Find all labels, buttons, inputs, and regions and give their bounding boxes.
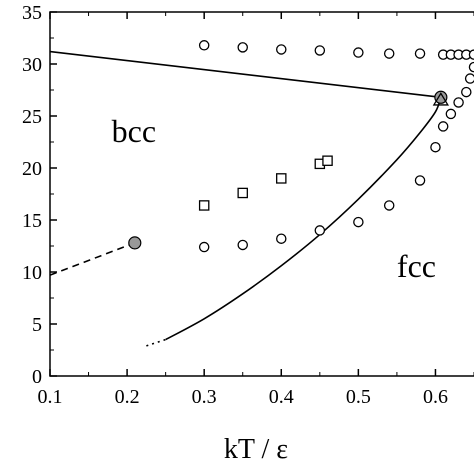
y-tick-label: 5: [32, 314, 42, 336]
y-tick-label: 0: [32, 366, 42, 388]
open-circle-point: [383, 200, 395, 211]
open-circle-point: [314, 225, 326, 236]
open-circle-point: [414, 175, 426, 186]
x-tick-label: 0.4: [269, 386, 294, 408]
open-square-point: [198, 200, 210, 211]
region-label-bcc: bcc: [112, 113, 156, 149]
open-circle-point: [414, 48, 426, 59]
dotted-boundary-line: [146, 338, 166, 347]
x-tick-label: 0.6: [423, 386, 448, 408]
x-tick-label: 0.5: [346, 386, 371, 408]
open-square-point: [322, 155, 333, 166]
x-tick-label: 0.2: [115, 386, 140, 408]
plot-content: [50, 40, 474, 347]
solid-boundary-line: [50, 50, 441, 99]
open-square-point: [237, 187, 248, 199]
open-circle-point: [464, 73, 474, 84]
plot-frame: [49, 11, 474, 377]
open-circle-point: [276, 44, 287, 55]
open-circle-point: [314, 45, 326, 56]
open-circle-point: [453, 97, 464, 108]
open-circle-point: [468, 61, 474, 73]
y-tick-label: 25: [22, 106, 42, 128]
plot-area: [49, 11, 474, 377]
y-tick-label: 35: [22, 2, 42, 24]
open-circle-point: [353, 216, 364, 228]
open-circle-point: [383, 48, 395, 59]
open-circle-point: [237, 239, 248, 251]
y-tick-label: 15: [22, 210, 42, 232]
x-tick-label: 0.3: [192, 386, 217, 408]
open-circle-point: [461, 86, 472, 98]
open-circle-point: [468, 49, 474, 60]
region-labels: bcc fcc: [112, 113, 436, 284]
open-circle-point: [445, 108, 457, 120]
region-label-fcc: fcc: [397, 248, 436, 284]
open-square-point: [276, 173, 287, 184]
open-circle-point: [237, 42, 248, 53]
dashed-boundary-line: [50, 242, 136, 276]
x-axis-title: kT / ε: [224, 434, 288, 465]
open-triangle-point: [432, 92, 450, 106]
y-tick-label: 20: [22, 158, 42, 180]
y-tick-label: 30: [22, 54, 42, 76]
open-circle-point: [430, 141, 441, 153]
axis-ticks: [49, 11, 474, 377]
open-circle-point: [437, 121, 449, 132]
solid-boundary-line: [165, 97, 442, 341]
open-circle-point: [276, 233, 287, 244]
series-layer: [50, 40, 474, 347]
tick-labels: 0.1 0.2 0.3 0.4 0.5 0.6 0 5 10 15 20 25 30 35: [22, 2, 448, 408]
open-circle-point: [198, 40, 210, 51]
x-tick-label: 0.1: [38, 386, 63, 408]
open-circle-point: [353, 47, 364, 58]
filled-circle-point: [434, 90, 448, 104]
filled-circle-point: [128, 236, 142, 250]
open-circle-point: [198, 241, 210, 253]
y-tick-label: 10: [22, 262, 42, 284]
